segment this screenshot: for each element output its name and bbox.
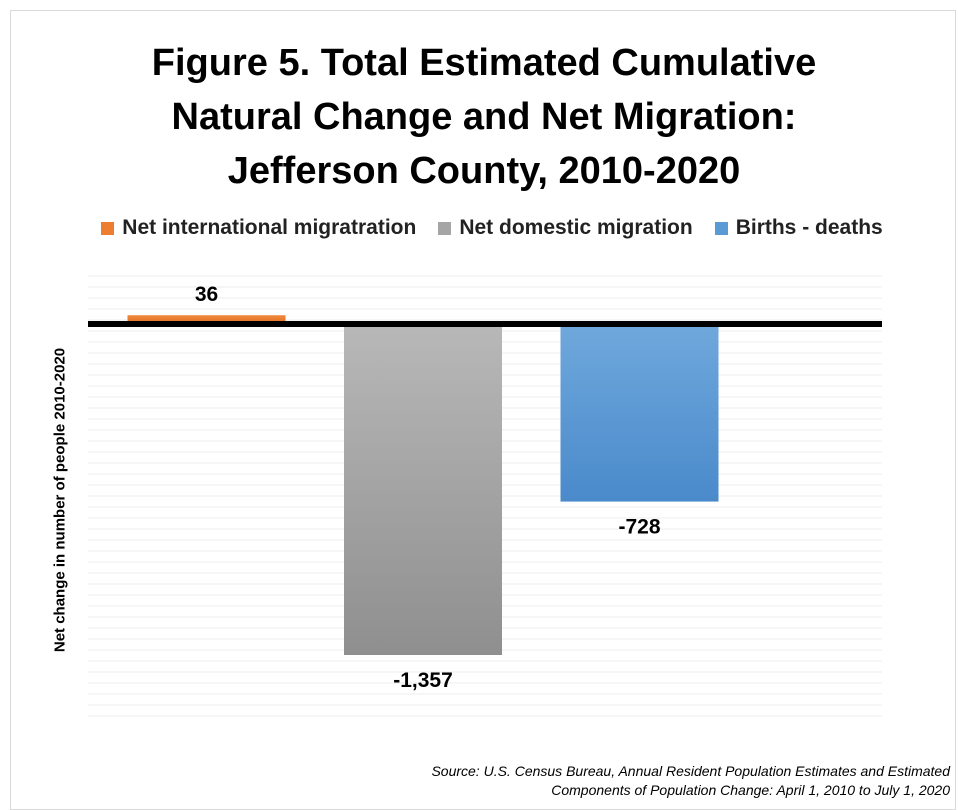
legend-item-births-deaths: Births - deaths — [714, 216, 883, 240]
title-line-2: Natural Change and Net Migration: — [171, 96, 797, 138]
data-label-1: 36 — [195, 283, 218, 306]
title-line-1: Figure 5. Total Estimated Cumulative — [151, 42, 817, 84]
source-note: Source: U.S. Census Bureau, Annual Resid… — [431, 762, 950, 800]
bar-2 — [344, 324, 502, 655]
legend-swatch-births-deaths — [714, 221, 728, 235]
data-labels: 36 -1,357 -728 — [195, 283, 661, 692]
bars — [127, 315, 719, 655]
data-label-3: -728 — [618, 516, 660, 539]
legend-label-international: Net international migratration — [122, 216, 417, 239]
legend-item-domestic: Net domestic migration — [438, 216, 693, 240]
bar-1 — [127, 315, 286, 324]
data-label-2: -1,357 — [393, 669, 453, 692]
legend-label-domestic: Net domestic migration — [459, 216, 693, 239]
source-line-2: Components of Population Change: April 1… — [551, 782, 950, 798]
title-line-3: Jefferson County, 2010-2020 — [227, 150, 741, 192]
legend-item-international: Net international migratration — [101, 216, 416, 240]
legend-label-births-deaths: Births - deaths — [735, 216, 883, 239]
source-line-1: Source: U.S. Census Bureau, Annual Resid… — [431, 763, 950, 779]
legend-swatch-international — [101, 221, 115, 235]
bar-3 — [560, 324, 719, 502]
y-axis-label: Net change in number of people 2010-2020 — [51, 347, 69, 653]
legend: Net international migratration Net domes… — [0, 216, 958, 240]
chart-title: Figure 5. Total Estimated Cumulative Nat… — [0, 36, 958, 198]
legend-swatch-domestic — [438, 221, 452, 235]
